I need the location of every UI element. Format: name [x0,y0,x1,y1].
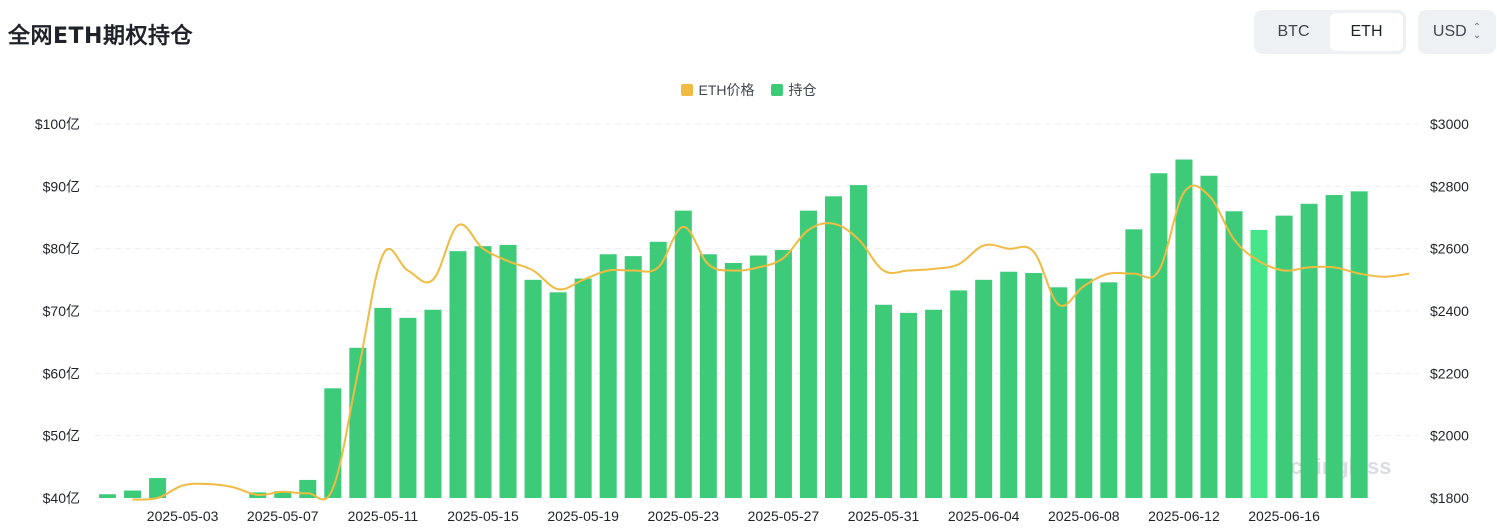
bar-oi [324,388,342,498]
y-left-tick-label: $60亿 [43,365,80,381]
bar-oi [824,196,842,498]
y-right-tick-label: $2400 [1430,303,1469,319]
bar-oi [474,246,492,498]
x-tick-label: 2025-05-07 [247,508,319,524]
asset-toggle: BTC ETH [1254,10,1406,54]
bar-oi [849,185,868,498]
x-tick-label: 2025-05-19 [547,508,619,524]
bar-oi [1300,203,1318,498]
y-left-tick-label: $90亿 [43,178,80,194]
tab-btc[interactable]: BTC [1277,23,1310,40]
bar-oi [1000,271,1018,498]
bar-oi [149,478,167,498]
bar-oi [900,312,918,498]
bar-oi [1075,278,1093,498]
y-right-tick-label: $2000 [1430,428,1469,444]
bar-oi [574,278,592,498]
x-tick-label: 2025-05-03 [147,508,219,524]
bar-oi [799,210,817,499]
legend-swatch-oi [770,84,783,96]
y-left-tick-label: $40亿 [43,490,80,506]
bar-oi [1150,173,1168,498]
bar-oi [975,279,993,498]
y-left-tick-label: $50亿 [43,428,80,444]
legend-swatch-price [680,84,693,96]
price-line [132,184,1410,501]
bar-oi [274,491,292,498]
bar-oi [1325,195,1343,498]
bar-oi [699,254,717,498]
bar-oi [1350,191,1368,498]
y-right-tick-label: $2600 [1430,241,1469,257]
bar-oi [499,244,517,498]
legend-label-oi: 持仓 [788,82,817,98]
legend-item-price[interactable]: ETH价格 [680,80,755,100]
bar-oi [749,255,767,498]
x-tick-label: 2025-06-12 [1148,508,1220,524]
bar-oi [950,290,968,498]
bar-oi [1025,272,1043,498]
legend-label-price: ETH价格 [698,82,755,98]
bar-oi [724,263,742,498]
x-tick-label: 2025-05-27 [748,508,820,524]
bar-oi [1050,287,1068,498]
bar-oi [925,309,943,498]
x-tick-label: 2025-05-11 [348,508,419,524]
x-tick-label: 2025-05-23 [647,508,719,524]
y-right-tick-label: $2800 [1430,178,1469,194]
bar-oi [599,254,617,498]
x-tick-label: 2025-05-31 [848,508,920,524]
y-right-tick-label: $3000 [1430,116,1469,132]
y-right-tick-label: $2200 [1430,365,1469,381]
x-tick-label: 2025-05-15 [447,508,519,524]
bar-oi [1125,229,1143,499]
bar-oi [524,279,542,498]
page-title: 全网ETH期权持仓 [8,24,193,49]
legend-item-oi[interactable]: 持仓 [770,80,817,100]
bar-oi [1100,282,1118,498]
tab-eth[interactable]: ETH [1330,13,1403,51]
bar-oi [1225,211,1243,498]
y-left-tick-label: $100亿 [35,116,80,132]
bar-oi [674,210,692,499]
bar-oi [449,251,467,498]
bar-oi [1175,159,1193,498]
bar-oi [399,317,417,498]
bar-oi [424,309,442,498]
bar-oi [1250,229,1268,498]
currency-select[interactable]: USD ⌃ ⌄ [1418,10,1496,54]
currency-label: USD [1432,23,1467,40]
bar-oi [624,256,642,498]
bar-oi [649,241,667,498]
bar-oi [374,307,392,498]
chart-legend: ETH价格 持仓 [0,80,1497,100]
bar-oi [349,347,367,498]
bar-oi [875,304,893,498]
bar-oi [549,292,567,498]
y-left-tick-label: $80亿 [43,241,80,257]
y-left-tick-label: $70亿 [43,303,80,319]
bar-oi [99,494,117,498]
bar-oi [1275,215,1293,498]
bar-oi [1200,175,1218,498]
x-tick-label: 2025-06-04 [948,508,1020,524]
x-tick-label: 2025-06-16 [1248,508,1320,524]
y-right-tick-label: $1800 [1430,490,1469,506]
bar-oi [124,490,142,498]
x-tick-label: 2025-06-08 [1048,508,1120,524]
bar-oi [774,249,792,498]
chevron-updown-icon: ⌃ ⌄ [1472,22,1482,41]
